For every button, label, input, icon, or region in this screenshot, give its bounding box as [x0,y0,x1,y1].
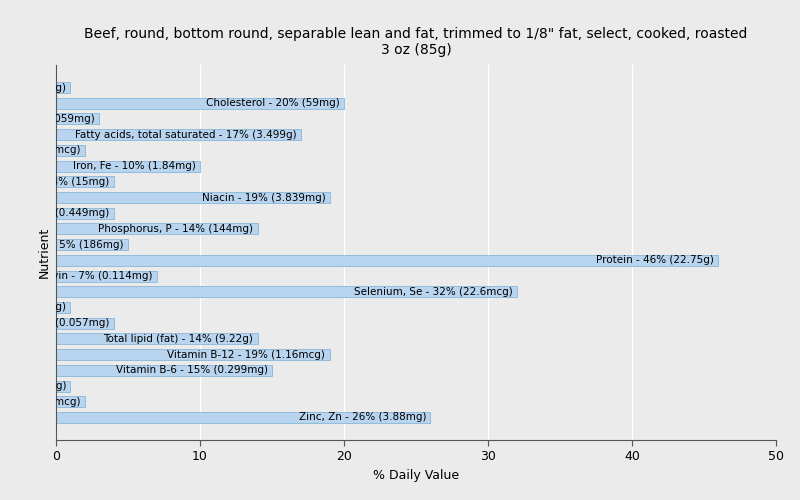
Bar [56,145,85,156]
Bar [56,114,99,124]
Text: Iron, Fe - 10% (1.84mg): Iron, Fe - 10% (1.84mg) [73,161,196,171]
Text: Protein - 46% (22.75g): Protein - 46% (22.75g) [596,256,714,266]
Bar [56,318,114,328]
Text: Fatty acids, total saturated - 17% (3.499g): Fatty acids, total saturated - 17% (3.49… [75,130,297,140]
Text: Thiamin - 4% (0.057mg): Thiamin - 4% (0.057mg) [0,318,110,328]
Text: Potassium, K - 5% (186mg): Potassium, K - 5% (186mg) [0,240,124,250]
Bar [56,160,200,172]
Text: Magnesium, Mg - 4% (15mg): Magnesium, Mg - 4% (15mg) [0,177,110,187]
Text: Selenium, Se - 32% (22.6mcg): Selenium, Se - 32% (22.6mcg) [354,287,513,297]
Text: Vitamin B-12 - 19% (1.16mcg): Vitamin B-12 - 19% (1.16mcg) [167,350,326,360]
Text: Phosphorus, P - 14% (144mg): Phosphorus, P - 14% (144mg) [98,224,254,234]
Text: Copper, Cu - 3% (0.059mg): Copper, Cu - 3% (0.059mg) [0,114,95,124]
Text: Riboflavin - 7% (0.114mg): Riboflavin - 7% (0.114mg) [16,271,153,281]
Y-axis label: Nutrient: Nutrient [38,227,50,278]
Text: Vitamin K (phylloquinone) - 2% (1.2mcg): Vitamin K (phylloquinone) - 2% (1.2mcg) [0,396,81,406]
Bar [56,239,128,250]
Bar [56,365,272,376]
Bar [56,98,344,109]
Bar [56,412,430,423]
Bar [56,82,70,93]
Text: Niacin - 19% (3.839mg): Niacin - 19% (3.839mg) [202,192,326,202]
Bar [56,302,70,313]
Bar [56,380,70,392]
Text: Vitamin E (alpha-tocopherol) - 1% (0.34mg): Vitamin E (alpha-tocopherol) - 1% (0.34m… [0,381,66,391]
Text: Calcium, Ca - 1% (6mg): Calcium, Ca - 1% (6mg) [0,82,66,92]
Bar [56,334,258,344]
Bar [56,396,85,407]
X-axis label: % Daily Value: % Daily Value [373,469,459,482]
Text: Cholesterol - 20% (59mg): Cholesterol - 20% (59mg) [206,98,340,108]
Bar [56,176,114,188]
Text: Folate, total - 2% (7mcg): Folate, total - 2% (7mcg) [0,146,81,156]
Text: Total lipid (fat) - 14% (9.22g): Total lipid (fat) - 14% (9.22g) [103,334,254,344]
Bar [56,349,330,360]
Bar [56,255,718,266]
Text: Sodium, Na - 1% (30mg): Sodium, Na - 1% (30mg) [0,302,66,312]
Bar [56,208,114,218]
Bar [56,286,517,298]
Bar [56,224,258,234]
Bar [56,129,301,140]
Text: Vitamin B-6 - 15% (0.299mg): Vitamin B-6 - 15% (0.299mg) [116,366,268,376]
Text: Pantothenic acid - 4% (0.449mg): Pantothenic acid - 4% (0.449mg) [0,208,110,218]
Bar [56,270,157,281]
Bar [56,192,330,203]
Text: Zinc, Zn - 26% (3.88mg): Zinc, Zn - 26% (3.88mg) [298,412,426,422]
Title: Beef, round, bottom round, separable lean and fat, trimmed to 1/8" fat, select, : Beef, round, bottom round, separable lea… [84,26,748,57]
